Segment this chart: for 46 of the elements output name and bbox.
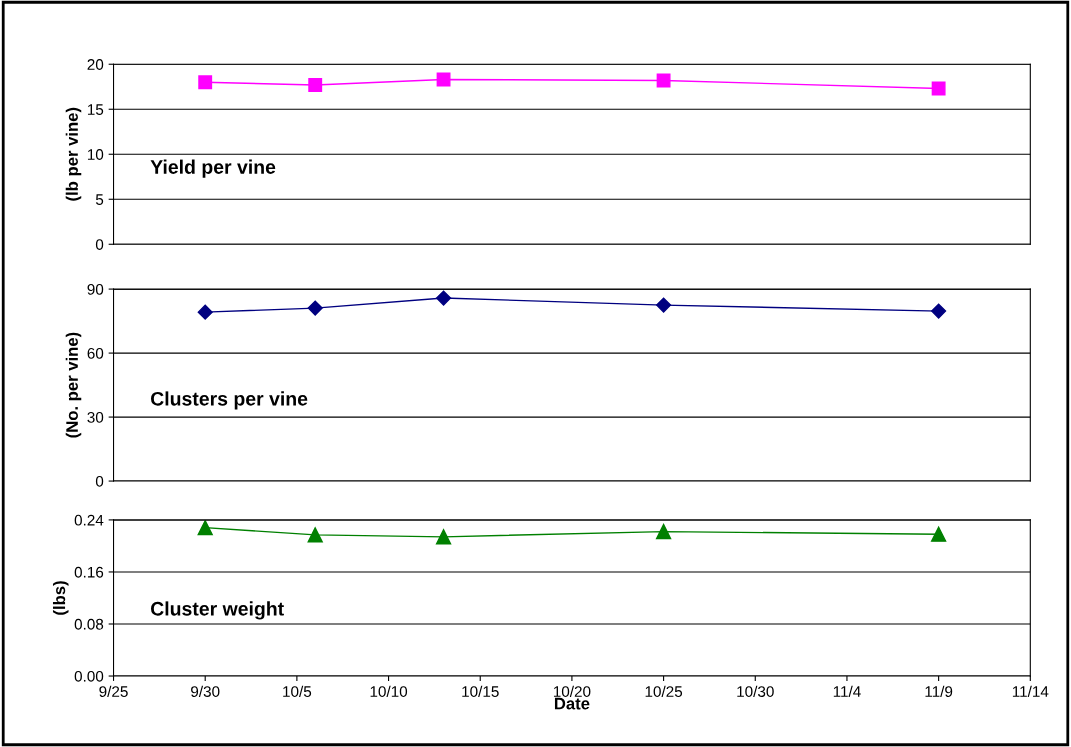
point	[308, 78, 323, 92]
y-axis-title: (lbs)	[52, 581, 69, 615]
y-tick-label: 10	[87, 149, 104, 160]
point	[655, 523, 672, 540]
x-axis-title: Date	[554, 697, 590, 710]
y-axis-title: (lb per vine)	[65, 107, 82, 201]
point	[307, 300, 323, 316]
point	[656, 73, 671, 88]
y-tick-label: 20	[87, 59, 104, 70]
x-tick-label: 11/9	[925, 685, 953, 697]
x-tick-label: 10/30	[737, 685, 774, 697]
y-tick-label: 0	[95, 239, 104, 250]
y-tick-label: 0	[95, 475, 104, 487]
point	[435, 290, 452, 306]
x-tick-label: 10/20	[553, 685, 591, 697]
y-tick-label: 5	[95, 194, 104, 205]
point	[197, 520, 213, 536]
annotation: Clusters per vine	[151, 391, 308, 410]
x-tick-label: 11/14	[1012, 685, 1049, 697]
y-tick-label: 0.08	[74, 618, 104, 630]
y-axis-title: (No. per vine)	[65, 332, 82, 438]
annotation: Cluster weight	[151, 601, 284, 620]
y-tick-label: 90	[87, 283, 104, 295]
x-tick-label: 9/30	[191, 685, 220, 697]
point	[197, 304, 213, 320]
x-tick-label: 10/25	[645, 685, 683, 697]
y-tick-label: 60	[87, 347, 104, 359]
point	[656, 297, 672, 313]
x-tick-label: 10/15	[462, 685, 499, 697]
y-tick-label: 15	[87, 104, 104, 115]
y-tick-label: 0.24	[74, 514, 104, 526]
x-tick-label: 10/10	[370, 685, 408, 697]
point	[931, 303, 947, 319]
x-tick-label: 9/25	[99, 685, 128, 697]
point	[198, 75, 213, 90]
annotation: Yield per vine	[150, 159, 276, 178]
point	[307, 527, 323, 543]
point	[436, 72, 451, 87]
point	[931, 81, 946, 96]
y-tick-label: 0.00	[74, 670, 104, 682]
y-tick-label: 0.16	[74, 566, 104, 578]
point	[435, 529, 452, 545]
x-tick-label: 11/4	[833, 685, 861, 697]
point	[930, 526, 947, 542]
x-tick-label: 10/5	[283, 685, 312, 697]
y-tick-label: 30	[87, 411, 104, 423]
